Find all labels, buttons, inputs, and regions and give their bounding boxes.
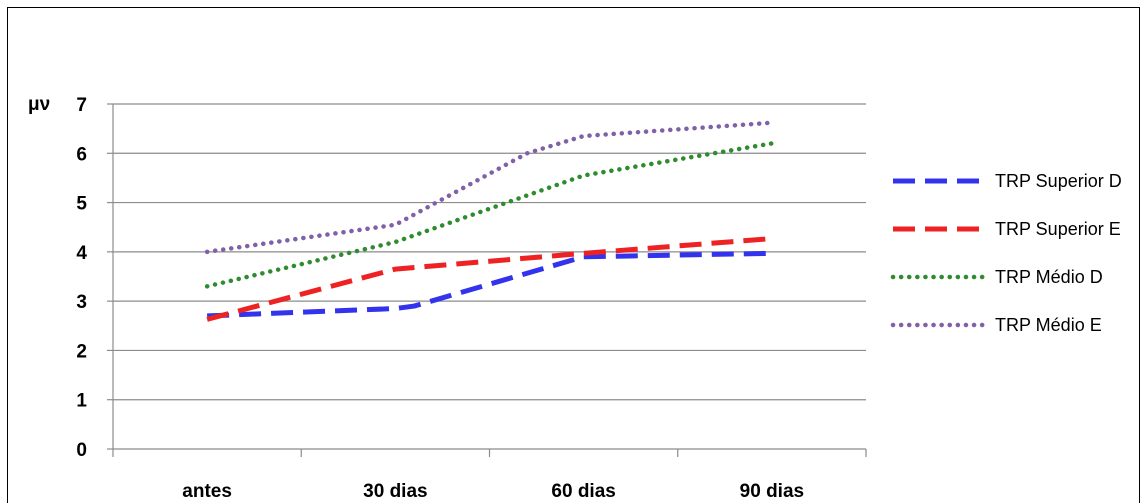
legend-label: TRP Superior D [995,171,1122,191]
x-tick-label: 30 dias [363,481,427,502]
y-tick-label: 2 [76,341,87,362]
y-tick-label: 7 [76,95,87,116]
axes: 0 1 2 3 4 5 6 7 antes 30 dias 60 dias 90 dias [76,95,867,502]
legend-label: TRP Médio E [995,315,1102,335]
y-tick-label: 3 [76,292,87,313]
chart-frame [7,7,1140,503]
series-line-3 [204,120,775,255]
series-line-2 [204,141,775,289]
y-tick-label: 6 [76,144,87,165]
x-tick-label: antes [182,481,232,502]
y-axis-label: μν [28,94,50,115]
y-tick-label: 4 [76,243,87,264]
x-tick-label: 90 dias [740,481,804,502]
legend-label: TRP Superior E [995,219,1121,239]
y-tick-label: 1 [76,391,87,412]
legend-label: TRP Médio D [995,267,1103,287]
gridlines [113,103,866,401]
series-line-1 [206,236,773,322]
series-lines [204,120,775,322]
x-tick-label: 60 dias [551,481,615,502]
y-tick-label: 5 [76,194,87,215]
y-tick-label: 0 [76,440,87,461]
series-line-0 [207,250,772,319]
legend: TRP Superior D TRP Superior E TRP Médio D T… [890,171,1122,335]
